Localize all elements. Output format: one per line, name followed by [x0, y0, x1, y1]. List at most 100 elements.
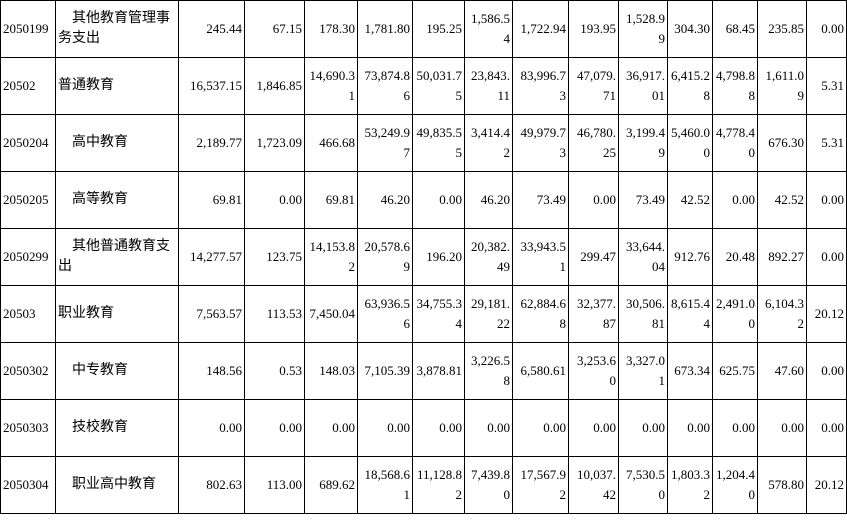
amount-cell: 83,996.73: [512, 57, 569, 115]
amount-cell: 0.00: [357, 399, 413, 457]
amount-cell: 33,644.04: [618, 228, 668, 286]
amount-cell: 5,460.00: [667, 114, 713, 172]
amount-cell: 3,327.01: [618, 342, 668, 400]
amount-cell: 178.30: [304, 0, 358, 58]
amount-cell: 0.00: [806, 0, 847, 58]
amount-cell: 1,528.99: [618, 0, 668, 58]
amount-cell: 0.00: [412, 399, 465, 457]
amount-cell: 7,530.50: [618, 456, 668, 514]
table-row: 2050205 高等教育 69.81 0.00 69.81 46.20 0.00 46.20 7…: [0, 171, 847, 229]
budget-table: 2050199 其他教育管理事务支出 245.44 67.15 178.30 1,781.…: [0, 0, 847, 514]
amount-cell: 1,611.09: [757, 57, 807, 115]
amount-cell: 0.00: [712, 171, 758, 229]
amount-cell: 1,723.09: [244, 114, 305, 172]
amount-cell: 11,128.82: [412, 456, 465, 514]
amount-cell: 802.63: [178, 456, 245, 514]
amount-cell: 20,578.69: [357, 228, 413, 286]
amount-cell: 63,936.56: [357, 285, 413, 343]
name-cell: 技校教育: [55, 399, 179, 457]
amount-cell: 20.12: [806, 285, 847, 343]
amount-cell: 5.31: [806, 57, 847, 115]
table-row: 2050302 中专教育 148.56 0.53 148.03 7,105.39 3,878…: [0, 342, 847, 400]
amount-cell: 14,277.57: [178, 228, 245, 286]
amount-cell: 0.00: [412, 171, 465, 229]
table-body: 2050199 其他教育管理事务支出 245.44 67.15 178.30 1,781.…: [0, 0, 847, 514]
table-row: 20503 职业教育 7,563.57 113.53 7,450.04 63,936.56…: [0, 285, 847, 343]
amount-cell: 20.48: [712, 228, 758, 286]
amount-cell: 30,506.81: [618, 285, 668, 343]
amount-cell: 1,204.40: [712, 456, 758, 514]
amount-cell: 7,563.57: [178, 285, 245, 343]
table-row: 2050303 技校教育 0.00 0.00 0.00 0.00 0.00 0.00 0.00 0…: [0, 399, 847, 457]
amount-cell: 23,843.11: [464, 57, 513, 115]
amount-cell: 32,377.87: [568, 285, 619, 343]
amount-cell: 36,917.01: [618, 57, 668, 115]
amount-cell: 46.20: [464, 171, 513, 229]
amount-cell: 195.25: [412, 0, 465, 58]
amount-cell: 0.00: [806, 228, 847, 286]
amount-cell: 6,104.32: [757, 285, 807, 343]
amount-cell: 20,382.49: [464, 228, 513, 286]
amount-cell: 7,439.80: [464, 456, 513, 514]
amount-cell: 33,943.51: [512, 228, 569, 286]
amount-cell: 0.00: [806, 342, 847, 400]
code-cell: 20503: [0, 285, 56, 343]
name-cell: 职业教育: [55, 285, 179, 343]
amount-cell: 2,491.00: [712, 285, 758, 343]
table-row: 2050299 其他普通教育支出 14,277.57 123.75 14,153.82 2…: [0, 228, 847, 286]
amount-cell: 0.00: [244, 399, 305, 457]
code-cell: 2050303: [0, 399, 56, 457]
amount-cell: 3,253.60: [568, 342, 619, 400]
amount-cell: 73,874.86: [357, 57, 413, 115]
name-cell: 高中教育: [55, 114, 179, 172]
amount-cell: 6,580.61: [512, 342, 569, 400]
amount-cell: 49,835.55: [412, 114, 465, 172]
amount-cell: 193.95: [568, 0, 619, 58]
amount-cell: 0.53: [244, 342, 305, 400]
amount-cell: 299.47: [568, 228, 619, 286]
amount-cell: 6,415.28: [667, 57, 713, 115]
amount-cell: 73.49: [618, 171, 668, 229]
amount-cell: 235.85: [757, 0, 807, 58]
code-cell: 2050304: [0, 456, 56, 514]
table-row: 2050204 高中教育 2,189.77 1,723.09 466.68 53,249.…: [0, 114, 847, 172]
amount-cell: 50,031.75: [412, 57, 465, 115]
amount-cell: 4,778.40: [712, 114, 758, 172]
name-cell: 其他教育管理事务支出: [55, 0, 179, 58]
table-row: 20502 普通教育 16,537.15 1,846.85 14,690.31 73,87…: [0, 57, 847, 115]
amount-cell: 69.81: [178, 171, 245, 229]
amount-cell: 113.53: [244, 285, 305, 343]
amount-cell: 20.12: [806, 456, 847, 514]
amount-cell: 0.00: [806, 171, 847, 229]
amount-cell: 0.00: [712, 399, 758, 457]
name-cell: 普通教育: [55, 57, 179, 115]
amount-cell: 304.30: [667, 0, 713, 58]
amount-cell: 676.30: [757, 114, 807, 172]
amount-cell: 5.31: [806, 114, 847, 172]
amount-cell: 7,450.04: [304, 285, 358, 343]
amount-cell: 0.00: [568, 171, 619, 229]
amount-cell: 3,226.58: [464, 342, 513, 400]
amount-cell: 0.00: [244, 171, 305, 229]
name-cell: 高等教育: [55, 171, 179, 229]
amount-cell: 1,803.32: [667, 456, 713, 514]
name-cell: 职业高中教育: [55, 456, 179, 514]
amount-cell: 18,568.61: [357, 456, 413, 514]
amount-cell: 113.00: [244, 456, 305, 514]
name-cell: 中专教育: [55, 342, 179, 400]
amount-cell: 16,537.15: [178, 57, 245, 115]
amount-cell: 578.80: [757, 456, 807, 514]
code-cell: 2050302: [0, 342, 56, 400]
amount-cell: 466.68: [304, 114, 358, 172]
amount-cell: 3,878.81: [412, 342, 465, 400]
table-row: 2050199 其他教育管理事务支出 245.44 67.15 178.30 1,781.…: [0, 0, 847, 58]
amount-cell: 53,249.97: [357, 114, 413, 172]
amount-cell: 68.45: [712, 0, 758, 58]
amount-cell: 4,798.88: [712, 57, 758, 115]
amount-cell: 46,780.25: [568, 114, 619, 172]
amount-cell: 3,199.49: [618, 114, 668, 172]
amount-cell: 0.00: [464, 399, 513, 457]
amount-cell: 0.00: [757, 399, 807, 457]
amount-cell: 69.81: [304, 171, 358, 229]
